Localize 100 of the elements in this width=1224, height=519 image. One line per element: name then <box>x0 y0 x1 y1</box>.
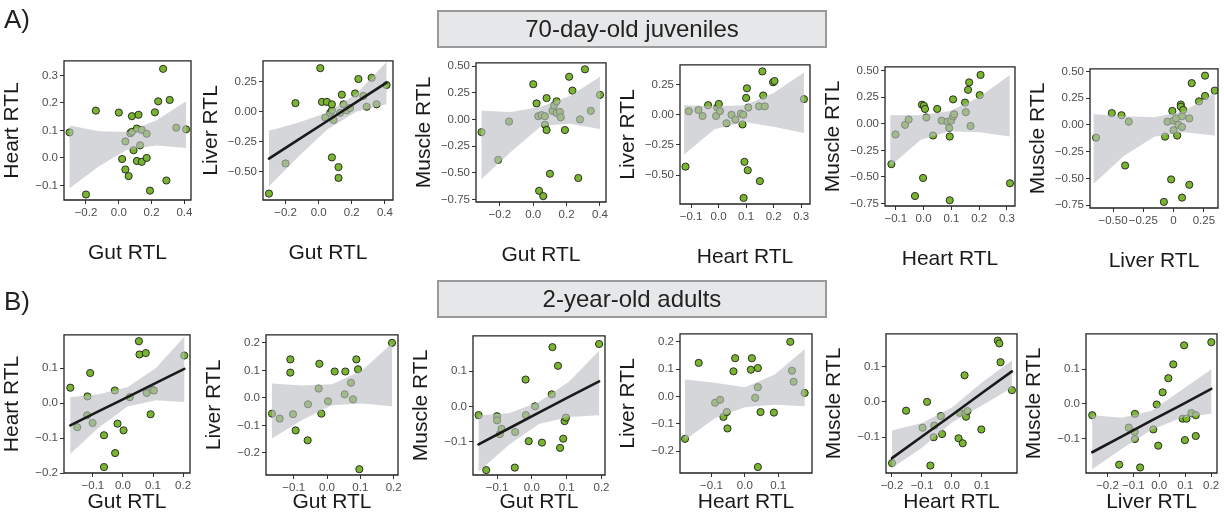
x-tick-label: 0.4 <box>376 206 394 219</box>
x-tick-label: −0.1 <box>910 479 934 492</box>
y-tick-label: −0.25 <box>440 139 470 152</box>
x-tick-label: 0.0 <box>915 212 932 225</box>
x-tick-label: 0.4 <box>176 206 194 219</box>
x-tick-label: 0.4 <box>591 208 609 221</box>
x-tick-label: 0.0 <box>1151 479 1168 492</box>
x-tick-label: 0.0 <box>110 206 127 219</box>
y-tick-label: 0.1 <box>451 364 467 377</box>
y-tick-label: 0.00 <box>447 112 470 125</box>
y-tick-label: −0.50 <box>849 170 879 183</box>
y-tick-label: −0.50 <box>644 168 674 181</box>
x-tick-label: −0.2 <box>880 479 904 492</box>
y-tick-label: −0.50 <box>227 165 257 178</box>
x-tick-label: 0.1 <box>973 479 990 492</box>
x-axis-title: Liver RTL <box>1108 248 1200 272</box>
y-axis-title: Heart RTL <box>0 355 23 453</box>
y-tick-label: 0.00 <box>234 104 257 117</box>
y-tick-label: 0.25 <box>651 77 674 90</box>
x-tick-label: 0.0 <box>710 210 727 223</box>
y-tick-label: 0.1 <box>864 359 880 372</box>
y-tick-label: 0.0 <box>658 389 674 402</box>
x-tick-label: 0.3 <box>793 210 810 223</box>
x-tick-label: 0.0 <box>736 479 753 492</box>
y-axis-title: Liver RTL <box>198 85 222 176</box>
y-tick-label: 0.0 <box>1064 396 1080 409</box>
y-tick-label: 0.0 <box>451 399 467 412</box>
x-tick-label: 0.1 <box>558 481 575 494</box>
y-tick-label: −0.1 <box>35 178 58 191</box>
y-tick-label: −0.25 <box>644 138 674 151</box>
x-tick-label: 0.2 <box>593 481 610 494</box>
x-tick-label: 0.2 <box>385 481 402 494</box>
y-tick-label: 0.50 <box>856 63 879 76</box>
x-tick-label: 0.1 <box>352 481 369 494</box>
x-tick-label: 0.1 <box>145 479 162 492</box>
x-tick-label: −0.1 <box>679 210 703 223</box>
x-tick-label: 0.0 <box>943 479 960 492</box>
x-tick-label: 0.2 <box>1203 479 1220 492</box>
x-tick-label: −0.1 <box>884 212 908 225</box>
x-tick-label: −0.25 <box>1128 214 1158 227</box>
y-tick-label: 0.00 <box>651 107 674 120</box>
y-tick-label: 0.3 <box>42 68 58 81</box>
y-tick-label: 0.0 <box>42 151 58 164</box>
y-tick-label: 0.1 <box>244 363 260 376</box>
x-axis-title: Gut RTL <box>88 240 167 264</box>
y-tick-label: 0.25 <box>234 74 257 87</box>
x-tick-label: 0.1 <box>770 479 787 492</box>
x-axis-title: Gut RTL <box>288 240 368 264</box>
y-tick-label: −0.25 <box>227 134 257 147</box>
y-axis-title: Liver RTL <box>201 359 225 451</box>
y-tick-label: 0.25 <box>856 90 879 103</box>
y-axis-title: Liver RTL <box>615 89 639 180</box>
y-tick-label: −0.25 <box>1054 144 1084 157</box>
x-axis-title: Liver RTL <box>1106 489 1197 513</box>
y-tick-label: 0.2 <box>42 96 58 109</box>
x-tick-label: 0.2 <box>175 479 192 492</box>
y-tick-label: 0.1 <box>42 123 58 136</box>
text: 2-year-old adults <box>437 280 827 318</box>
y-axis-title: Muscle RTL <box>820 80 844 193</box>
x-tick-label: −0.2 <box>274 206 297 219</box>
y-axis-title: Muscle RTL <box>821 347 845 460</box>
x-axis-title: Gut RTL <box>87 489 167 513</box>
y-tick-label: 0.0 <box>244 391 260 404</box>
y-tick-label: −0.25 <box>849 143 879 156</box>
y-tick-label: −0.1 <box>1057 431 1080 444</box>
y-tick-label: 0.1 <box>1064 362 1080 375</box>
y-tick-label: 0.1 <box>658 362 674 375</box>
x-tick-label: −0.1 <box>282 481 306 494</box>
x-tick-label: 0 <box>1170 214 1177 227</box>
x-tick-label: 0.3 <box>998 212 1015 225</box>
x-axis-title: Heart RTL <box>903 489 1000 513</box>
y-tick-label: −0.50 <box>1054 171 1084 184</box>
y-tick-label: −0.1 <box>651 416 674 429</box>
text: 70-day-old juveniles <box>437 10 827 48</box>
y-tick-label: −0.75 <box>440 192 470 205</box>
y-axis-title: Heart RTL <box>0 82 23 179</box>
x-tick-label: −0.2 <box>488 208 512 221</box>
y-tick-label: 0.00 <box>1061 118 1084 131</box>
y-tick-label: −0.2 <box>237 446 260 459</box>
x-tick-label: 0.0 <box>523 481 540 494</box>
x-tick-label: 0.1 <box>738 210 755 223</box>
x-tick-label: 0.2 <box>143 206 160 219</box>
y-tick-label: −0.1 <box>444 434 467 447</box>
y-tick-label: 0.50 <box>1061 64 1084 77</box>
x-tick-label: 0.2 <box>558 208 575 221</box>
y-tick-label: −0.2 <box>651 444 674 457</box>
x-axis-title: Heart RTL <box>697 489 795 513</box>
x-axis-title: Heart RTL <box>901 246 999 270</box>
y-axis-title: Muscle RTL <box>1021 347 1045 460</box>
y-axis-title: Muscle RTL <box>411 76 435 189</box>
x-tick-label: −0.1 <box>485 481 509 494</box>
y-tick-label: 0.1 <box>42 361 58 374</box>
y-tick-label: −0.75 <box>1054 198 1084 211</box>
y-axis-title: Muscle RTL <box>1025 82 1049 195</box>
x-tick-label: 0.0 <box>319 481 335 494</box>
x-tick-label: −0.50 <box>1098 214 1128 227</box>
y-tick-label: 0.0 <box>42 396 58 409</box>
y-axis-title: Muscle RTL <box>408 349 432 462</box>
y-tick-label: −0.50 <box>440 165 470 178</box>
y-tick-label: −0.2 <box>35 466 58 479</box>
